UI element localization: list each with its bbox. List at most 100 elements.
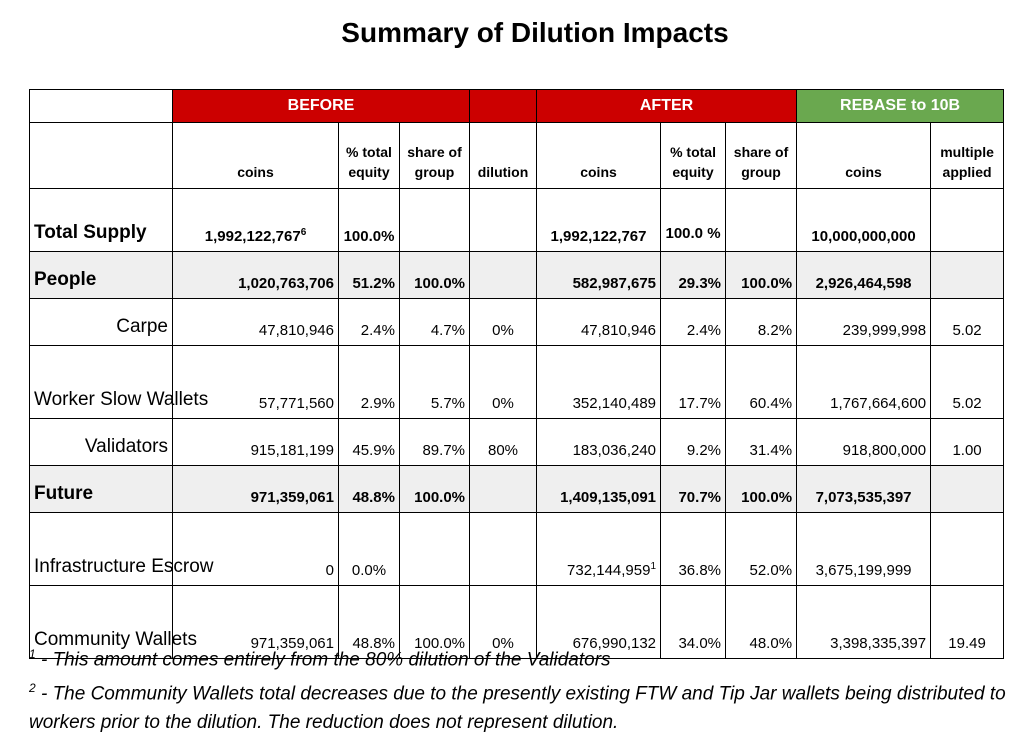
- after-share: 100.0%: [725, 465, 798, 513]
- multiple: [930, 465, 1005, 513]
- table-row-validators: Validators 915,181,199 45.9% 89.7% 80% 1…: [29, 418, 1005, 466]
- dilution-band: [469, 89, 538, 123]
- before-pct: 0.0%: [338, 512, 400, 586]
- before-pct: 48.8%: [338, 585, 400, 659]
- after-coins: 1,992,122,767: [536, 188, 662, 252]
- after-pct: 2.4%: [660, 298, 727, 346]
- table-row-worker-slow-wallets: Worker Slow Wallets 57,771,560 2.9% 5.7%…: [29, 345, 1005, 419]
- dilution-summary-table: BEFORE AFTER REBASE to 10B coins % total…: [29, 89, 1005, 659]
- before-coins: 1,020,763,706: [172, 251, 339, 299]
- before-pct: 2.4%: [338, 298, 400, 346]
- after-share: 31.4%: [725, 418, 798, 466]
- dilution: [469, 251, 538, 299]
- dilution: 80%: [469, 418, 538, 466]
- table-row-carpe: Carpe 47,810,946 2.4% 4.7% 0% 47,810,946…: [29, 298, 1005, 346]
- before-share: [398, 188, 471, 252]
- before-coins: 971,359,061: [172, 585, 339, 659]
- before-coins: 971,359,061: [172, 465, 339, 513]
- rebase-coins: 7,073,535,397: [796, 465, 932, 513]
- after-coins: 732,144,9591: [536, 512, 662, 586]
- before-pct: 48.8%: [338, 465, 400, 513]
- after-pct: 17.7%: [660, 345, 727, 419]
- multiple: 19.49: [930, 585, 1005, 659]
- before-coins: 1,992,122,7676: [172, 188, 339, 252]
- after-pct: 70.7%: [660, 465, 727, 513]
- after-pct: 34.0%: [660, 585, 727, 659]
- after-coins: 47,810,946: [536, 298, 662, 346]
- before-pct: 51.2%: [338, 251, 400, 299]
- before-coins: 47,810,946: [172, 298, 339, 346]
- footnote-1: 1 - This amount comes entirely from the …: [29, 647, 611, 671]
- after-share-header: share of group: [725, 122, 798, 189]
- multiple: [930, 251, 1005, 299]
- before-share: 4.7%: [398, 298, 471, 346]
- after-share: 100.0%: [725, 251, 798, 299]
- after-coins-header: coins: [536, 122, 662, 189]
- table-row-infrastructure-escrow: Infrastructure Escrow 0 0.0% 732,144,959…: [29, 512, 1005, 586]
- row-label: Future: [29, 465, 173, 513]
- after-pct: 29.3%: [660, 251, 727, 299]
- before-share-header: share of group: [398, 122, 471, 189]
- corner-cell: [29, 89, 173, 123]
- dilution: 0%: [469, 585, 538, 659]
- page-title: Summary of Dilution Impacts: [341, 17, 729, 48]
- after-pct: 9.2%: [660, 418, 727, 466]
- after-coins: 1,409,135,091: [536, 465, 662, 513]
- rebase-coins: 2,926,464,598: [796, 251, 932, 299]
- column-header-row: coins % total equity share of group dilu…: [29, 122, 1005, 189]
- rebase-coins: 3,398,335,397: [796, 585, 932, 659]
- after-pct: 100.0 %: [660, 188, 727, 252]
- before-band: BEFORE: [171, 89, 471, 123]
- after-share: 60.4%: [725, 345, 798, 419]
- dilution: 0%: [469, 345, 538, 419]
- rebase-coins: 10,000,000,000: [796, 188, 932, 252]
- after-coins: 676,990,132: [536, 585, 662, 659]
- before-pct-header: % total equity: [338, 122, 400, 189]
- after-band: AFTER: [536, 89, 798, 123]
- table-row-community-wallets: Community Wallets 971,359,061 48.8% 100.…: [29, 585, 1005, 659]
- rebase-coins: 3,675,199,999: [796, 512, 932, 586]
- before-pct: 45.9%: [338, 418, 400, 466]
- label-header: [29, 122, 173, 189]
- dilution: [469, 188, 538, 252]
- before-share: 100.0%: [398, 585, 471, 659]
- footnote-2: 2 - The Community Wallets total decrease…: [29, 681, 1006, 733]
- before-pct: 100.0%: [338, 188, 400, 252]
- dilution: [469, 512, 538, 586]
- footnotes: 1 - This amount comes entirely from the …: [29, 640, 1019, 737]
- row-label: Carpe: [29, 298, 173, 346]
- before-coins: 0: [172, 512, 339, 586]
- table-row-people: People 1,020,763,706 51.2% 100.0% 582,98…: [29, 251, 1005, 299]
- rebase-coins: 239,999,998: [796, 298, 932, 346]
- after-share: 52.0%: [725, 512, 798, 586]
- row-label: Worker Slow Wallets: [29, 345, 208, 419]
- row-label: Total Supply: [29, 188, 173, 252]
- row-label: People: [29, 251, 173, 299]
- before-coins: 57,771,560: [172, 345, 339, 419]
- dilution-header: dilution: [469, 122, 538, 189]
- dilution: [469, 465, 538, 513]
- multiple: 5.02: [930, 298, 1005, 346]
- after-share: 48.0%: [725, 585, 798, 659]
- multiple: [930, 188, 1005, 252]
- before-pct: 2.9%: [338, 345, 400, 419]
- after-share: 8.2%: [725, 298, 798, 346]
- before-share: 100.0%: [398, 465, 471, 513]
- row-label: Validators: [29, 418, 173, 466]
- rebase-band: REBASE to 10B: [796, 89, 1005, 123]
- before-coins: 915,181,199: [172, 418, 339, 466]
- table-row-future: Future 971,359,061 48.8% 100.0% 1,409,13…: [29, 465, 1005, 513]
- after-coins: 183,036,240: [536, 418, 662, 466]
- rebase-coins-header: coins: [796, 122, 932, 189]
- rebase-coins: 1,767,664,600: [796, 345, 932, 419]
- before-share: 100.0%: [398, 251, 471, 299]
- before-coins-header: coins: [172, 122, 339, 189]
- dilution: 0%: [469, 298, 538, 346]
- multiple: 1.00: [930, 418, 1005, 466]
- before-share: 5.7%: [398, 345, 471, 419]
- multiple: [930, 512, 1005, 586]
- after-pct-header: % total equity: [660, 122, 727, 189]
- section-band-row: BEFORE AFTER REBASE to 10B: [29, 89, 1005, 123]
- multiple: 5.02: [930, 345, 1005, 419]
- after-share: [725, 188, 798, 252]
